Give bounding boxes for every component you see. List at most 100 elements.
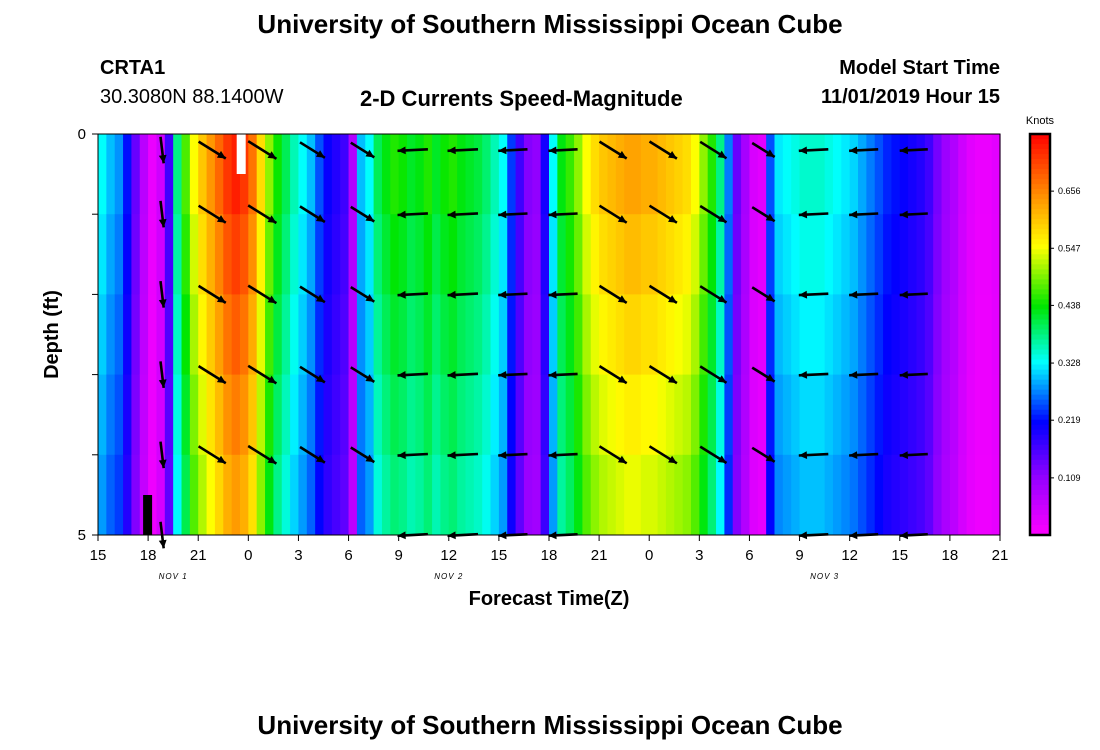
heatmap-cell [189,454,199,536]
heatmap-cell [816,214,826,295]
heatmap-cell [590,134,600,215]
current-vector [397,371,428,379]
heatmap-cell [807,134,817,215]
heatmap-cell [407,294,416,375]
heatmap-cell [440,374,450,456]
heatmap-cell [465,214,475,295]
heatmap-cell [432,214,442,295]
heatmap-cell [331,374,341,456]
heatmap-cell [791,454,801,536]
heatmap-cell [665,134,675,215]
colorbar-swatch [1030,144,1050,150]
heatmap-cell [849,294,859,375]
x-tick-label: 12 [841,547,858,564]
heatmap-cell [908,454,918,536]
heatmap-cell [916,214,926,295]
heatmap-cell [649,454,659,536]
heatmap-cell [665,374,675,456]
colorbar-swatch [1030,204,1050,210]
current-vector [751,206,776,223]
heatmap-cell [682,454,692,536]
heatmap-cell [657,134,667,215]
heatmap-cell [858,374,867,456]
colorbar-swatch [1030,429,1050,436]
heatmap-cell [139,294,149,375]
heatmap-cell [824,134,834,215]
current-vector [849,290,879,299]
current-vector [699,365,728,384]
heatmap-cell [306,134,316,215]
heatmap-cell [707,374,717,456]
heatmap-cell [231,454,241,536]
current-vector [648,364,678,385]
heatmap-cell [256,214,266,295]
heatmap-cell [549,214,558,295]
heatmap-cell [206,214,216,295]
current-vector [751,446,776,463]
heatmap-cell [741,374,751,456]
heatmap-cell [883,134,893,215]
heatmap-cell [457,294,467,375]
current-vector [350,205,375,223]
heatmap-cell [448,294,458,375]
heatmap-cell [532,374,542,456]
heatmap-cell [665,454,675,536]
heatmap-cell [98,454,107,536]
heatmap-cell [924,214,934,295]
heatmap-cell [206,294,216,375]
colorbar-swatch [1030,194,1050,200]
x-tick-label: 15 [491,547,508,564]
colorbar-swatch [1030,419,1050,426]
heatmap-cell [699,214,709,295]
heatmap-cell [974,214,984,295]
heatmap-cell [799,294,809,375]
y-axis-label: Depth (ft) [41,290,63,379]
heatmap-cell [265,134,274,215]
heatmap-cell [490,454,500,536]
heatmap-cell [281,134,291,215]
colorbar-swatch [1030,139,1050,145]
current-vector [447,146,479,155]
heatmap-cell [148,134,158,215]
current-vector [397,210,428,219]
colorbar-swatch [1030,329,1050,335]
heatmap-cell [515,374,525,456]
heatmap-cell [816,294,826,375]
heatmap-cell [841,294,851,375]
heatmap-cell [198,134,208,215]
heatmap-cell [891,374,901,456]
heatmap-cell [799,374,809,456]
current-vector [350,141,375,159]
heatmap-cell [682,134,692,215]
heatmap-cell [398,454,408,536]
heatmap-cell [974,294,984,375]
heatmap-cell [941,294,951,375]
heatmap-cell [933,214,943,295]
heatmap-cell [699,454,709,536]
heatmap-cell [448,374,458,456]
heatmap-cell [515,454,525,536]
heatmap-cell [866,134,876,215]
heatmap-cell [949,454,959,536]
heatmap-cell [582,134,592,215]
heatmap-cell [724,374,734,456]
heatmap-cell [874,134,884,215]
heatmap-cell [657,374,667,456]
heatmap-cell [916,374,926,456]
heatmap-cell [290,134,300,215]
heatmap-cell [891,134,901,215]
heatmap-cell [532,134,542,215]
heatmap-cell [148,374,158,456]
heatmap-cell [248,294,258,375]
heatmap-cell [624,454,634,536]
heatmap-cell [373,214,383,295]
heatmap-cell [523,374,533,456]
heatmap-cell [949,134,959,215]
colorbar-swatch [1030,269,1050,275]
heatmap-cell [365,454,375,536]
heatmap-cell [415,454,425,536]
heatmap-cell [991,454,1001,536]
heatmap-cell [908,214,918,295]
current-vector [699,204,728,224]
heatmap-cell [473,454,483,536]
